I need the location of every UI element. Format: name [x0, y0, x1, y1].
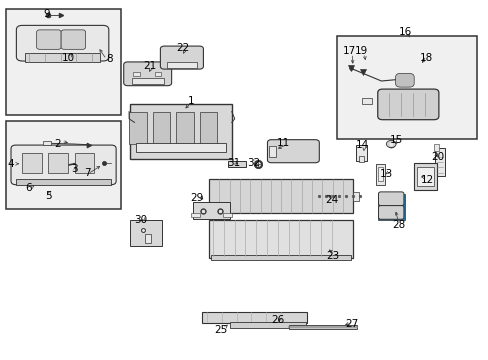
- Bar: [167, 62, 196, 68]
- Text: 22: 22: [176, 42, 190, 53]
- FancyBboxPatch shape: [11, 145, 116, 185]
- Text: 24: 24: [324, 195, 338, 205]
- FancyBboxPatch shape: [395, 73, 413, 87]
- Text: 4: 4: [7, 159, 14, 169]
- FancyBboxPatch shape: [267, 140, 319, 163]
- Text: 18: 18: [419, 53, 432, 63]
- Circle shape: [386, 140, 395, 148]
- Text: 14: 14: [355, 140, 369, 150]
- Text: 31: 31: [226, 158, 240, 168]
- Bar: [434, 148, 445, 176]
- Bar: [154, 72, 161, 76]
- Bar: [202, 312, 306, 323]
- Text: 28: 28: [391, 220, 405, 230]
- FancyBboxPatch shape: [17, 25, 108, 61]
- Text: 25: 25: [214, 325, 227, 336]
- Bar: [209, 220, 352, 258]
- Bar: [199, 112, 217, 144]
- Text: 6: 6: [25, 183, 32, 193]
- Bar: [16, 179, 111, 185]
- Text: 17: 17: [342, 46, 356, 56]
- Text: 20: 20: [431, 152, 444, 162]
- Text: 27: 27: [345, 319, 358, 329]
- Text: 26: 26: [270, 315, 284, 325]
- Text: 21: 21: [142, 60, 156, 71]
- Bar: [6, 9, 121, 115]
- FancyBboxPatch shape: [377, 89, 438, 120]
- Bar: [352, 192, 359, 201]
- Bar: [269, 146, 276, 157]
- Bar: [129, 112, 146, 144]
- Bar: [129, 104, 232, 159]
- Text: 2: 2: [54, 139, 61, 149]
- Bar: [22, 153, 41, 173]
- Bar: [377, 167, 382, 181]
- FancyBboxPatch shape: [123, 62, 171, 86]
- Text: 9: 9: [43, 9, 50, 19]
- Bar: [211, 255, 350, 260]
- Text: 19: 19: [354, 46, 368, 56]
- Bar: [359, 156, 364, 162]
- Bar: [24, 53, 101, 62]
- Bar: [209, 179, 352, 213]
- FancyBboxPatch shape: [378, 192, 403, 206]
- Text: 32: 32: [247, 158, 261, 168]
- Bar: [131, 78, 163, 84]
- Bar: [356, 145, 366, 161]
- Bar: [144, 234, 150, 243]
- Text: 5: 5: [45, 191, 52, 201]
- Bar: [337, 36, 476, 139]
- Bar: [377, 194, 404, 220]
- Bar: [223, 213, 231, 217]
- FancyBboxPatch shape: [37, 30, 61, 49]
- Bar: [433, 144, 438, 151]
- Bar: [191, 213, 200, 217]
- Bar: [288, 325, 356, 329]
- Text: 10: 10: [62, 53, 75, 63]
- Text: 3: 3: [71, 164, 78, 174]
- Bar: [42, 141, 51, 145]
- FancyBboxPatch shape: [378, 206, 403, 219]
- Text: 13: 13: [379, 168, 392, 179]
- Bar: [227, 161, 246, 167]
- FancyBboxPatch shape: [160, 46, 203, 69]
- Bar: [375, 164, 384, 185]
- Bar: [230, 322, 305, 328]
- Bar: [413, 163, 436, 190]
- Text: 8: 8: [106, 54, 113, 64]
- Text: 30: 30: [134, 215, 147, 225]
- Bar: [48, 153, 68, 173]
- Text: 1: 1: [187, 96, 194, 106]
- Text: 12: 12: [420, 175, 434, 185]
- Bar: [192, 202, 229, 219]
- Bar: [176, 112, 193, 144]
- FancyBboxPatch shape: [61, 30, 85, 49]
- Text: 23: 23: [325, 251, 339, 261]
- Bar: [361, 98, 371, 104]
- Text: 16: 16: [398, 27, 412, 37]
- Bar: [152, 112, 170, 144]
- Text: 15: 15: [388, 135, 402, 145]
- Bar: [416, 166, 433, 186]
- Bar: [6, 121, 121, 209]
- Bar: [75, 153, 94, 173]
- Text: 11: 11: [276, 138, 290, 148]
- Bar: [133, 72, 140, 76]
- Text: 29: 29: [189, 193, 203, 203]
- Bar: [129, 220, 161, 246]
- Bar: [135, 143, 225, 152]
- Text: 7: 7: [83, 168, 90, 178]
